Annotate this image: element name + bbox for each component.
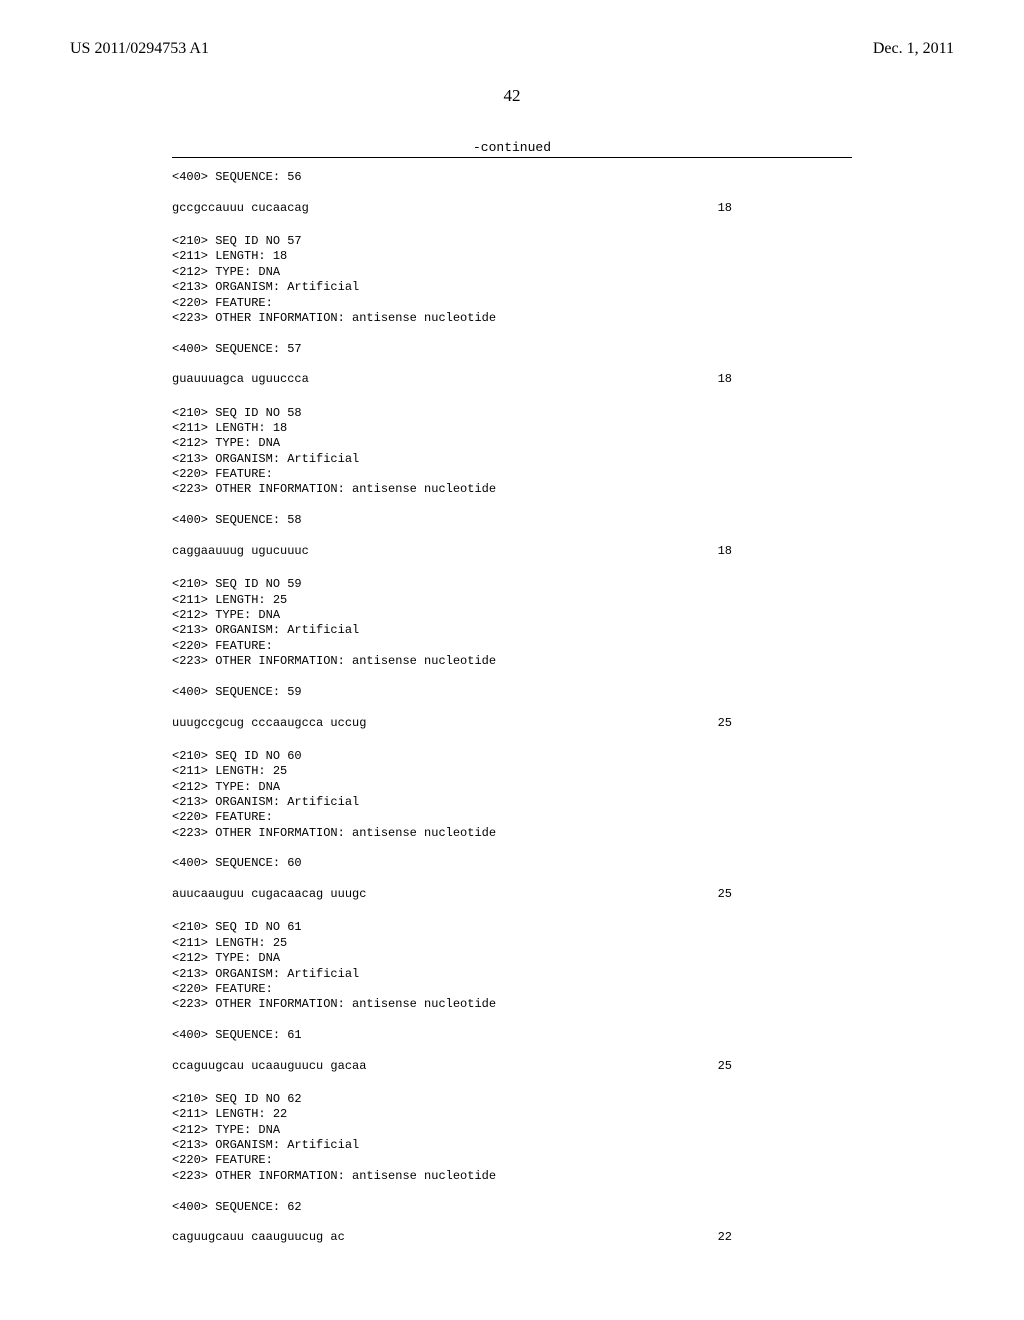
seq-meta-line: <210> SEQ ID NO 61 [172, 920, 852, 935]
seq-meta-line: <212> TYPE: DNA [172, 265, 852, 280]
seq-meta-line: <211> LENGTH: 22 [172, 1107, 852, 1122]
sequence-row: caguugcauu caauguucug ac 22 [172, 1230, 732, 1245]
seq-meta-line: <211> LENGTH: 25 [172, 936, 852, 951]
seq-meta-line: <212> TYPE: DNA [172, 780, 852, 795]
sequence-length: 25 [718, 887, 732, 902]
sequence-block: <210> SEQ ID NO 61<211> LENGTH: 25<212> … [172, 920, 852, 1074]
sequence-length: 25 [718, 716, 732, 731]
seq-meta-line: <400> SEQUENCE: 59 [172, 685, 852, 700]
seq-meta-line [172, 1184, 852, 1199]
seq-meta-line: <400> SEQUENCE: 56 [172, 170, 852, 185]
seq-meta-line: <223> OTHER INFORMATION: antisense nucle… [172, 997, 852, 1012]
continued-wrap: -continued [172, 140, 852, 158]
page-number: 42 [70, 86, 954, 106]
blank-line [172, 1043, 852, 1058]
seq-meta-line: <223> OTHER INFORMATION: antisense nucle… [172, 654, 852, 669]
seq-meta-line: <212> TYPE: DNA [172, 608, 852, 623]
seq-meta-line: <210> SEQ ID NO 60 [172, 749, 852, 764]
seq-meta-line [172, 841, 852, 856]
blank-line [172, 1215, 852, 1230]
sequence-text: guauuuagca uguuccca [172, 372, 309, 387]
sequence-length: 18 [718, 372, 732, 387]
sequence-text: caguugcauu caauguucug ac [172, 1230, 345, 1245]
pub-date: Dec. 1, 2011 [873, 40, 954, 58]
sequence-row: guauuuagca uguuccca 18 [172, 372, 732, 387]
sequence-row: ccaguugcau ucaauguucu gacaa 25 [172, 1059, 732, 1074]
blank-line [172, 700, 852, 715]
sequence-length: 18 [718, 201, 732, 216]
seq-meta-line: <213> ORGANISM: Artificial [172, 967, 852, 982]
seq-meta-line: <223> OTHER INFORMATION: antisense nucle… [172, 826, 852, 841]
seq-meta-line: <223> OTHER INFORMATION: antisense nucle… [172, 311, 852, 326]
sequence-block: <400> SEQUENCE: 56 gccgccauuu cucaacag 18 [172, 170, 852, 216]
seq-meta-line: <211> LENGTH: 25 [172, 764, 852, 779]
sequence-block: <210> SEQ ID NO 60<211> LENGTH: 25<212> … [172, 749, 852, 903]
sequence-row: caggaauuug ugucuuuc 18 [172, 544, 732, 559]
blank-line [172, 185, 852, 200]
pub-number: US 2011/0294753 A1 [70, 40, 209, 58]
seq-meta-line: <212> TYPE: DNA [172, 951, 852, 966]
seq-meta-line: <210> SEQ ID NO 59 [172, 577, 852, 592]
sequence-row: uuugccgcug cccaaugcca uccug 25 [172, 716, 732, 731]
seq-meta-line: <220> FEATURE: [172, 810, 852, 825]
seq-meta-line: <212> TYPE: DNA [172, 436, 852, 451]
seq-meta-line: <211> LENGTH: 18 [172, 421, 852, 436]
seq-meta-line: <400> SEQUENCE: 57 [172, 342, 852, 357]
page-header: US 2011/0294753 A1 Dec. 1, 2011 [70, 40, 954, 58]
seq-meta-line [172, 498, 852, 513]
seq-meta-line: <211> LENGTH: 25 [172, 593, 852, 608]
seq-meta-line: <220> FEATURE: [172, 1153, 852, 1168]
sequence-text: caggaauuug ugucuuuc [172, 544, 309, 559]
seq-meta-line: <220> FEATURE: [172, 982, 852, 997]
seq-meta-line: <400> SEQUENCE: 60 [172, 856, 852, 871]
seq-meta-line: <212> TYPE: DNA [172, 1123, 852, 1138]
page: US 2011/0294753 A1 Dec. 1, 2011 42 -cont… [0, 0, 1024, 1320]
seq-meta-line: <220> FEATURE: [172, 296, 852, 311]
seq-meta-line: <400> SEQUENCE: 58 [172, 513, 852, 528]
seq-meta-line: <210> SEQ ID NO 57 [172, 234, 852, 249]
seq-meta-line: <223> OTHER INFORMATION: antisense nucle… [172, 482, 852, 497]
seq-meta-line: <213> ORGANISM: Artificial [172, 1138, 852, 1153]
continued-label: -continued [172, 140, 852, 155]
sequence-listing: <400> SEQUENCE: 56 gccgccauuu cucaacag 18… [172, 170, 852, 1246]
sequence-row: auucaauguu cugacaacag uuugc 25 [172, 887, 732, 902]
seq-meta-line: <213> ORGANISM: Artificial [172, 280, 852, 295]
seq-meta-line: <210> SEQ ID NO 58 [172, 406, 852, 421]
seq-meta-line [172, 326, 852, 341]
seq-meta-line: <220> FEATURE: [172, 467, 852, 482]
sequence-row: gccgccauuu cucaacag 18 [172, 201, 732, 216]
seq-meta-line [172, 669, 852, 684]
seq-meta-line: <213> ORGANISM: Artificial [172, 795, 852, 810]
blank-line [172, 357, 852, 372]
seq-meta-line: <400> SEQUENCE: 61 [172, 1028, 852, 1043]
top-rule [172, 157, 852, 158]
seq-meta-line: <220> FEATURE: [172, 639, 852, 654]
sequence-length: 25 [718, 1059, 732, 1074]
sequence-text: ccaguugcau ucaauguucu gacaa [172, 1059, 366, 1074]
sequence-block: <210> SEQ ID NO 58<211> LENGTH: 18<212> … [172, 406, 852, 560]
sequence-text: gccgccauuu cucaacag [172, 201, 309, 216]
blank-line [172, 872, 852, 887]
seq-meta-line: <400> SEQUENCE: 62 [172, 1200, 852, 1215]
seq-meta-line: <213> ORGANISM: Artificial [172, 623, 852, 638]
seq-meta-line: <211> LENGTH: 18 [172, 249, 852, 264]
sequence-block: <210> SEQ ID NO 57<211> LENGTH: 18<212> … [172, 234, 852, 388]
sequence-text: auucaauguu cugacaacag uuugc [172, 887, 366, 902]
seq-meta-line: <223> OTHER INFORMATION: antisense nucle… [172, 1169, 852, 1184]
sequence-block: <210> SEQ ID NO 62<211> LENGTH: 22<212> … [172, 1092, 852, 1246]
blank-line [172, 529, 852, 544]
sequence-length: 18 [718, 544, 732, 559]
sequence-length: 22 [718, 1230, 732, 1245]
sequence-block: <210> SEQ ID NO 59<211> LENGTH: 25<212> … [172, 577, 852, 731]
sequence-text: uuugccgcug cccaaugcca uccug [172, 716, 366, 731]
seq-meta-line: <213> ORGANISM: Artificial [172, 452, 852, 467]
seq-meta-line: <210> SEQ ID NO 62 [172, 1092, 852, 1107]
seq-meta-line [172, 1013, 852, 1028]
